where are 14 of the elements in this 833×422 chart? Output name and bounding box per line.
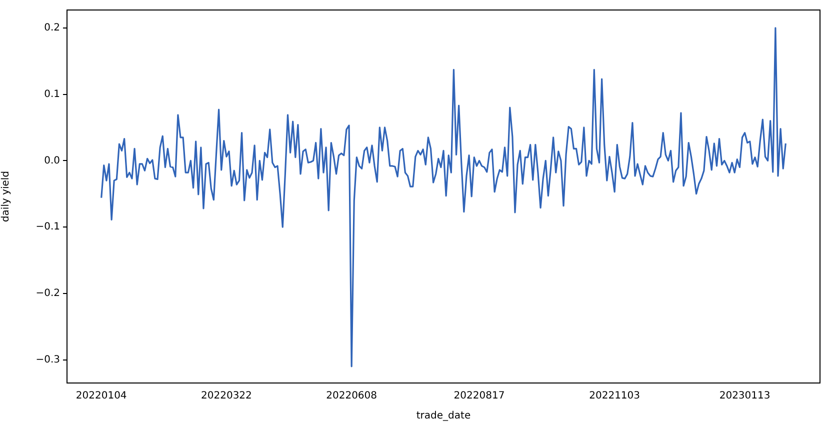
y-tick-label: −0.1 (36, 222, 60, 233)
y-tick-label: −0.3 (36, 354, 60, 366)
y-tick-label: 0.2 (44, 22, 60, 34)
y-tick-label: 0.1 (44, 88, 60, 100)
y-tick-label: −0.2 (36, 288, 60, 299)
x-tick-label: 20220322 (201, 390, 252, 402)
x-tick-label: 20220608 (326, 390, 378, 402)
x-tick-label: 20221103 (589, 390, 640, 402)
x-axis-title: trade_date (416, 410, 471, 422)
x-tick-label: 20230113 (719, 390, 770, 402)
x-tick-label: 20220817 (454, 390, 505, 402)
x-tick-label: 20220104 (76, 390, 127, 402)
y-tick-label: 0.0 (44, 155, 60, 166)
y-axis-title: daily yield (0, 170, 12, 222)
